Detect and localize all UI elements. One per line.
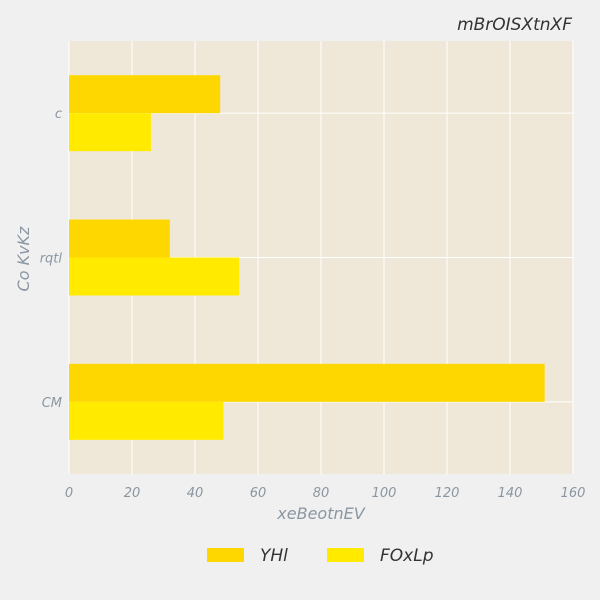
x-tick-label: 100 [372,486,397,501]
x-axis-label: xeBeotnEV [276,504,365,523]
chart-title: mBrOISXtnXF [457,15,572,35]
bar-FOxLp-rqtl [69,257,240,296]
y-tick-label: rqtl [40,252,63,267]
bar-YHl-c [69,75,221,114]
y-tick-label: CM [42,396,62,411]
bar-YHl-CM [69,363,545,402]
bar-FOxLp-CM [69,401,224,440]
x-tick-label: 20 [124,486,141,501]
legend-swatch-YHl [207,548,244,562]
x-tick-label: 0 [65,486,73,501]
bar-YHl-rqtl [69,219,170,258]
legend-label-FOxLp: FOxLp [380,546,434,566]
y-axis-ticks: c rqtl CM [40,107,63,411]
x-tick-label: 60 [250,486,267,501]
x-tick-label: 160 [561,486,586,501]
y-tick-label: c [55,107,62,122]
x-tick-label: 40 [187,486,204,501]
x-tick-label: 120 [435,486,460,501]
x-axis-ticks: 0 20 40 60 80 100 120 140 160 [65,486,586,501]
x-tick-label: 80 [313,486,330,501]
bars [69,75,545,440]
bar-FOxLp-c [69,113,151,152]
x-tick-label: 140 [498,486,523,501]
legend-swatch-FOxLp [327,548,364,562]
legend: YHl FOxLp [207,546,434,566]
y-axis-label: Co KvKz [14,226,33,292]
legend-label-YHl: YHl [260,546,288,566]
